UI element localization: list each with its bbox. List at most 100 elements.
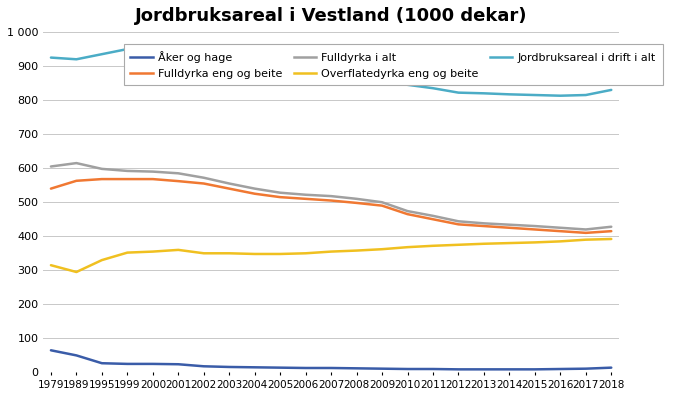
Fulldyrka eng og beite [428,217,437,222]
Overflatedyrka eng og beite [225,251,233,256]
Fulldyrka eng og beite [531,227,539,232]
Overflatedyrka eng og beite [327,249,336,254]
Fulldyrka eng og beite [98,177,106,181]
Åker og hage [98,361,106,366]
Åker og hage [149,362,157,366]
Jordbruksareal i drift i alt [123,47,131,52]
Overflatedyrka eng og beite [301,251,310,256]
Fulldyrka eng og beite [607,229,615,233]
Jordbruksareal i drift i alt [149,45,157,50]
Jordbruksareal i drift i alt [428,86,437,91]
Legend: Åker og hage, Fulldyrka eng og beite, Fulldyrka i alt, Overflatedyrka eng og bei: Åker og hage, Fulldyrka eng og beite, Fu… [124,44,663,85]
Fulldyrka i alt [531,224,539,228]
Fulldyrka i alt [174,171,182,176]
Fulldyrka eng og beite [378,203,387,208]
Jordbruksareal i drift i alt [225,58,233,62]
Fulldyrka eng og beite [480,224,488,228]
Fulldyrka i alt [480,221,488,226]
Overflatedyrka eng og beite [531,240,539,245]
Fulldyrka i alt [403,209,412,214]
Åker og hage [225,364,233,369]
Fulldyrka eng og beite [301,197,310,201]
Fulldyrka i alt [225,181,233,186]
Fulldyrka eng og beite [454,222,463,227]
Line: Fulldyrka eng og beite: Fulldyrka eng og beite [51,179,611,233]
Overflatedyrka eng og beite [428,243,437,248]
Åker og hage [301,366,310,370]
Fulldyrka i alt [327,194,336,198]
Åker og hage [72,353,80,358]
Fulldyrka eng og beite [403,212,412,216]
Fulldyrka i alt [607,224,615,229]
Overflatedyrka eng og beite [505,241,514,245]
Åker og hage [505,367,514,372]
Fulldyrka eng og beite [505,225,514,230]
Fulldyrka eng og beite [149,177,157,181]
Overflatedyrka eng og beite [123,250,131,255]
Jordbruksareal i drift i alt [327,71,336,76]
Jordbruksareal i drift i alt [200,54,208,58]
Jordbruksareal i drift i alt [250,62,259,67]
Åker og hage [480,367,488,372]
Fulldyrka i alt [556,225,565,230]
Jordbruksareal i drift i alt [378,75,387,80]
Fulldyrka eng og beite [47,186,55,191]
Overflatedyrka eng og beite [403,245,412,250]
Jordbruksareal i drift i alt [301,71,310,75]
Fulldyrka eng og beite [200,181,208,186]
Fulldyrka eng og beite [72,178,80,183]
Åker og hage [174,362,182,367]
Fulldyrka i alt [123,169,131,173]
Overflatedyrka eng og beite [556,239,565,244]
Fulldyrka eng og beite [174,179,182,183]
Fulldyrka i alt [98,166,106,171]
Jordbruksareal i drift i alt [531,93,539,97]
Overflatedyrka eng og beite [47,263,55,268]
Jordbruksareal i drift i alt [276,69,284,73]
Overflatedyrka eng og beite [480,241,488,246]
Åker og hage [276,365,284,370]
Fulldyrka i alt [72,161,80,166]
Line: Åker og hage: Åker og hage [51,350,611,369]
Fulldyrka i alt [378,200,387,204]
Åker og hage [200,364,208,369]
Fulldyrka i alt [454,219,463,224]
Fulldyrka i alt [352,197,361,201]
Fulldyrka eng og beite [582,231,590,235]
Jordbruksareal i drift i alt [98,52,106,56]
Fulldyrka eng og beite [123,177,131,181]
Title: Jordbruksareal i Vestland (1000 dekar): Jordbruksareal i Vestland (1000 dekar) [135,7,527,25]
Fulldyrka i alt [200,175,208,180]
Jordbruksareal i drift i alt [72,57,80,62]
Åker og hage [327,366,336,370]
Overflatedyrka eng og beite [149,249,157,254]
Overflatedyrka eng og beite [276,252,284,256]
Overflatedyrka eng og beite [98,258,106,262]
Fulldyrka eng og beite [327,198,336,203]
Fulldyrka i alt [250,186,259,191]
Fulldyrka i alt [301,193,310,197]
Åker og hage [378,366,387,371]
Overflatedyrka eng og beite [378,247,387,252]
Åker og hage [582,366,590,371]
Jordbruksareal i drift i alt [480,91,488,96]
Åker og hage [454,367,463,372]
Jordbruksareal i drift i alt [582,93,590,97]
Åker og hage [403,367,412,372]
Fulldyrka eng og beite [225,186,233,191]
Fulldyrka i alt [428,214,437,218]
Åker og hage [556,367,565,372]
Fulldyrka i alt [505,222,514,227]
Overflatedyrka eng og beite [607,237,615,241]
Fulldyrka i alt [582,227,590,232]
Fulldyrka eng og beite [250,191,259,196]
Jordbruksareal i drift i alt [352,72,361,77]
Line: Overflatedyrka eng og beite: Overflatedyrka eng og beite [51,239,611,272]
Line: Jordbruksareal i drift i alt: Jordbruksareal i drift i alt [51,46,611,96]
Åker og hage [47,348,55,353]
Overflatedyrka eng og beite [454,243,463,247]
Jordbruksareal i drift i alt [607,87,615,92]
Jordbruksareal i drift i alt [556,93,565,98]
Åker og hage [250,365,259,370]
Åker og hage [531,367,539,372]
